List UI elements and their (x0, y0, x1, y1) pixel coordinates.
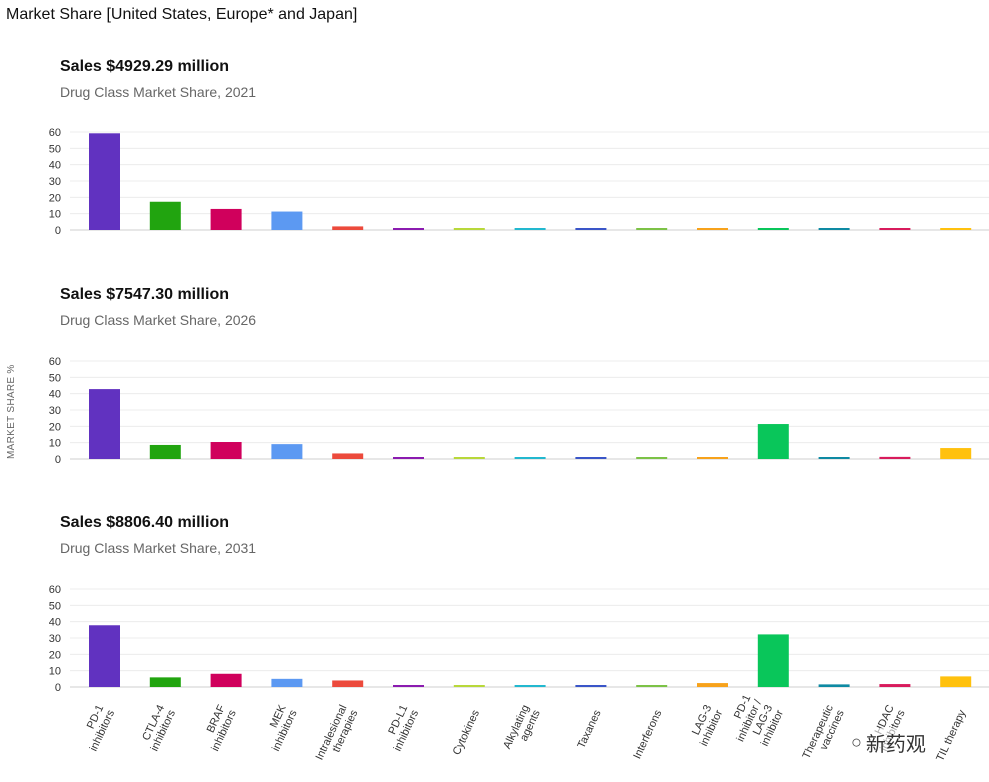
bar-2-13 (818, 457, 850, 459)
bar-3-5 (332, 680, 364, 687)
bar-2-11 (697, 457, 728, 459)
x-tick-label-8: Alkylatingagents (501, 703, 543, 756)
bar-1-10 (636, 228, 668, 230)
y-tick-label-2-50: 50 (49, 372, 61, 384)
y-tick-label-2-10: 10 (49, 438, 61, 450)
panel-2-subtitle: Drug Class Market Share, 2026 (60, 312, 257, 328)
y-tick-label-2-60: 60 (49, 356, 61, 368)
bar-2-7 (453, 457, 485, 459)
y-tick-label-3-50: 50 (49, 600, 61, 612)
y-tick-label-3-20: 20 (49, 649, 61, 661)
bar-1-3 (210, 208, 242, 230)
bar-3-1 (89, 625, 120, 687)
bar-2-5 (332, 453, 364, 459)
panel-2-sales-title: Sales $7547.30 million (60, 286, 229, 303)
bar-3-13 (818, 684, 850, 687)
bar-3-9 (575, 685, 607, 687)
bar-3-4 (271, 678, 303, 687)
panel-1-sales-title: Sales $4929.29 million (60, 58, 229, 75)
watermark: ○ 新药观 (848, 728, 929, 757)
bar-2-2 (149, 444, 181, 459)
bar-3-7 (453, 685, 485, 687)
bar-1-7 (453, 228, 485, 230)
bar-2-1 (89, 389, 120, 459)
bar-1-5 (332, 226, 364, 230)
y-tick-label-1-30: 30 (49, 176, 61, 188)
bar-1-2 (149, 201, 181, 230)
bar-1-4 (271, 211, 303, 230)
y-tick-label-1-50: 50 (49, 143, 61, 155)
y-tick-label-1-0: 0 (55, 225, 61, 237)
bar-1-14 (879, 228, 911, 230)
panel-3-subtitle: Drug Class Market Share, 2031 (60, 540, 257, 556)
bar-3-6 (393, 685, 424, 687)
bar-2-12 (757, 424, 789, 459)
y-tick-label-2-0: 0 (55, 454, 61, 466)
x-tick-label-9: Taxanes (575, 708, 603, 751)
bar-3-8 (514, 685, 546, 687)
panel-1-subtitle: Drug Class Market Share, 2021 (60, 84, 257, 100)
x-tick-label-2: CTLA-4inhibitors (138, 703, 179, 753)
bar-1-11 (697, 228, 728, 230)
bar-2-9 (575, 457, 607, 459)
bar-3-14 (879, 684, 911, 687)
bar-3-3 (210, 673, 242, 687)
page-title: Market Share [United States, Europe* and… (6, 6, 358, 23)
y-tick-label-2-30: 30 (49, 405, 61, 417)
bar-1-8 (514, 228, 546, 230)
x-tick-label-11: LAG-3inhibitor (687, 703, 725, 748)
x-tick-label-10: Interferons (631, 708, 664, 761)
bar-3-11 (697, 683, 728, 687)
y-tick-label-2-40: 40 (49, 389, 61, 401)
bar-1-13 (818, 228, 850, 230)
bar-1-1 (89, 133, 120, 230)
y-tick-label-3-0: 0 (55, 682, 61, 694)
x-tick-label-1: PD-1inhibitors (77, 703, 118, 753)
x-tick-label-4: MEKinhibitors (259, 703, 300, 754)
x-tick-label-3: BRAFinhibitors (198, 703, 239, 753)
bar-3-10 (636, 685, 668, 687)
bar-2-6 (393, 457, 424, 459)
bar-2-8 (514, 457, 546, 459)
bar-3-2 (149, 677, 181, 687)
bar-2-14 (879, 456, 911, 459)
y-tick-label-3-40: 40 (49, 617, 61, 629)
x-tick-label-6: PD-L1inhibitors (381, 703, 422, 753)
watermark-text: 新药观 (865, 734, 926, 756)
wechat-icon: ○ (851, 732, 862, 752)
x-tick-label-15: TIL therapy (934, 708, 968, 764)
bar-2-15 (940, 448, 972, 459)
y-tick-label-1-20: 20 (49, 192, 61, 204)
y-tick-label-3-60: 60 (49, 584, 61, 596)
y-tick-label-3-30: 30 (49, 633, 61, 645)
bar-1-12 (757, 228, 789, 230)
y-tick-label-1-60: 60 (49, 127, 61, 139)
x-tick-label-5: Intralesionaltherapies (314, 703, 361, 767)
x-tick-label-7: Cytokines (451, 708, 482, 757)
y-tick-label-1-10: 10 (49, 209, 61, 221)
bar-1-15 (940, 228, 972, 230)
x-tick-label-13: Therapeuticvaccines (801, 703, 848, 766)
y-tick-label-3-10: 10 (49, 666, 61, 678)
panel-3-sales-title: Sales $8806.40 million (60, 514, 229, 531)
bar-3-12 (757, 634, 789, 687)
bar-2-4 (271, 444, 303, 459)
y-tick-label-2-20: 20 (49, 421, 61, 433)
x-tick-label-12: PD-1inhibitor /LAG-3inhibitor (724, 692, 787, 754)
y-tick-label-1-40: 40 (49, 160, 61, 172)
bar-2-10 (636, 457, 668, 459)
bar-3-15 (940, 676, 972, 687)
bar-1-9 (575, 228, 607, 230)
bar-2-3 (210, 442, 242, 459)
bar-1-6 (393, 228, 424, 230)
